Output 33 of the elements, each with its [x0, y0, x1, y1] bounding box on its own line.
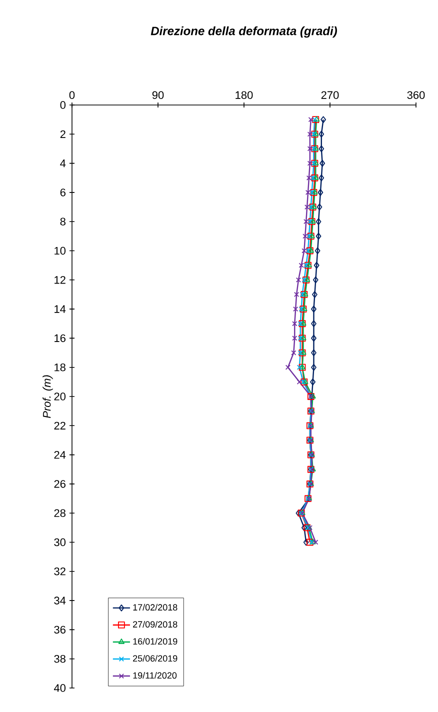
y-tick-label: 38	[54, 654, 66, 663]
y-tick-label: 32	[54, 568, 66, 576]
x-tick-label: 270	[321, 91, 339, 99]
y-tick-label: 30	[54, 538, 66, 546]
y-tick-label: 28	[54, 509, 66, 517]
legend-label: 27/09/2018	[133, 620, 178, 628]
y-tick-label: 18	[54, 363, 66, 372]
y-tick-label: 4	[60, 160, 66, 168]
legend-label: 25/06/2019	[133, 654, 178, 662]
y-tick-label: 40	[54, 684, 66, 692]
y-tick-label: 34	[54, 596, 66, 604]
y-tick-label: 2	[60, 130, 66, 138]
y-tick-label: 10	[54, 246, 66, 255]
legend-label: 19/11/2020	[133, 672, 177, 679]
y-tick-label: 24	[54, 450, 66, 459]
x-tick-label: 0	[69, 91, 75, 99]
legend-label: 17/02/2018	[133, 604, 178, 611]
x-tick-label: 180	[236, 91, 253, 99]
y-tick-label: 6	[60, 188, 66, 196]
y-tick-label: 26	[54, 480, 66, 488]
y-tick-label: 12	[54, 276, 66, 284]
chart-title: Direzione della deformata (gradi)	[150, 26, 337, 38]
y-tick-label: 22	[54, 422, 66, 430]
y-tick-label: 20	[54, 392, 66, 400]
y-tick-label: 0	[60, 101, 66, 109]
legend-label: 16/01/2019	[133, 638, 178, 645]
y-tick-label: 14	[54, 305, 66, 313]
y-tick-label: 36	[54, 626, 66, 634]
y-tick-label: 8	[60, 218, 66, 226]
y-tick-label: 16	[54, 334, 66, 342]
y-axis-title: Prof. (m)	[42, 375, 53, 418]
x-tick-label: 90	[152, 91, 164, 99]
x-tick-label: 360	[407, 91, 425, 99]
